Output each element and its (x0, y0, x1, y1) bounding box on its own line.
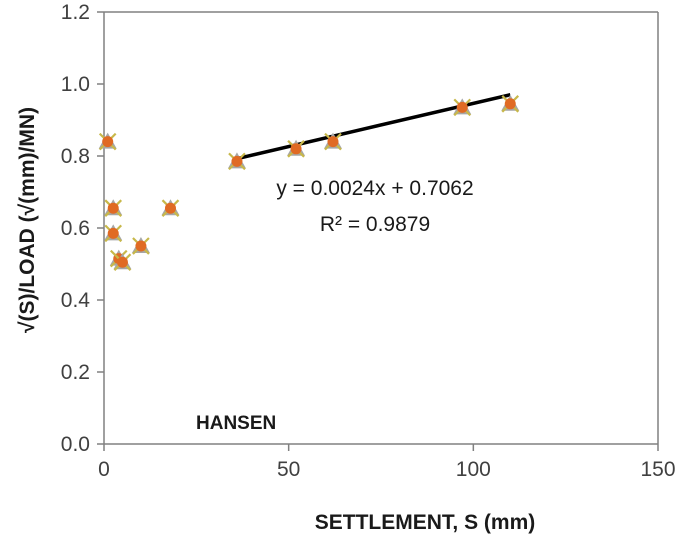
data-point (453, 98, 472, 117)
data-point (113, 253, 132, 271)
y-axis-ticks: 0.0 0.2 0.4 0.6 0.8 1.0 1.2 (61, 1, 104, 456)
point-circle-marker (107, 227, 119, 239)
data-point (287, 139, 306, 158)
data-point (323, 132, 342, 151)
data-point (501, 94, 520, 113)
x-tick-label: 100 (456, 458, 491, 481)
point-circle-marker (164, 202, 176, 214)
point-circle-marker (231, 155, 243, 167)
data-points (98, 94, 520, 271)
x-axis-title: SETTLEMENT, S (mm) (315, 511, 536, 534)
point-circle-marker (456, 101, 468, 113)
data-point (104, 199, 123, 217)
point-circle-marker (102, 136, 114, 148)
data-point (98, 132, 117, 151)
trendline (236, 93, 511, 161)
r-squared-label: R² = 0.9879 (320, 213, 430, 236)
y-tick-label: 1.0 (61, 73, 90, 96)
data-point (131, 237, 150, 255)
point-circle-marker (116, 256, 128, 268)
trendline-equation: y = 0.0024x + 0.7062 (276, 177, 473, 200)
y-tick-label: 1.2 (61, 1, 90, 24)
y-tick-label: 0.2 (61, 361, 90, 384)
point-circle-marker (504, 98, 516, 110)
x-axis-ticks: 0 50 100 150 (98, 444, 676, 481)
data-point (161, 199, 180, 217)
y-tick-label: 0.4 (61, 289, 91, 312)
data-point (104, 224, 123, 243)
point-circle-marker (107, 202, 119, 214)
point-circle-marker (327, 136, 339, 148)
y-tick-label: 0.0 (61, 433, 90, 456)
data-point (227, 152, 246, 171)
x-tick-label: 150 (640, 458, 675, 481)
point-circle-marker (290, 143, 302, 155)
x-tick-label: 50 (277, 458, 300, 481)
y-axis-title: √(S)/LOAD (√(mm)/MN) (16, 107, 39, 333)
hansen-annotation: HANSEN (196, 413, 276, 434)
y-tick-label: 0.8 (61, 145, 90, 168)
point-circle-marker (135, 240, 147, 252)
y-tick-label: 0.6 (61, 217, 90, 240)
x-tick-label: 0 (98, 458, 110, 481)
